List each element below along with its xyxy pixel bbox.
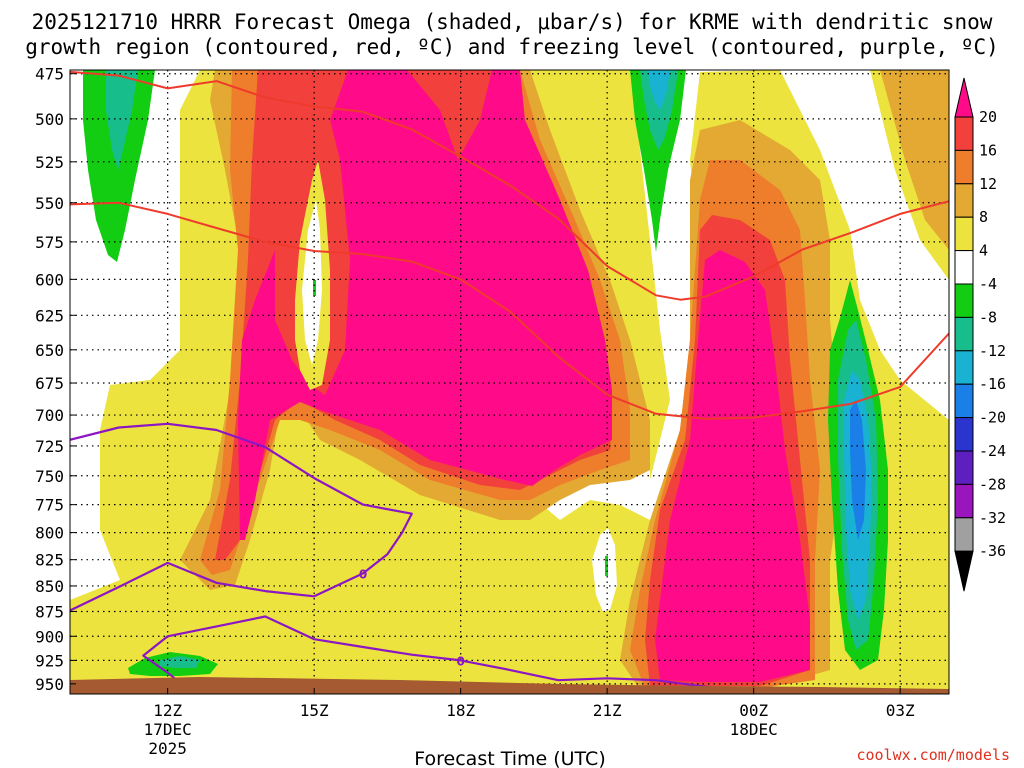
colorbar-bin: [954, 216, 974, 252]
terrain-ground: [70, 677, 949, 694]
colorbar-bin: [954, 450, 974, 485]
y-tick-label: 625: [35, 306, 64, 325]
colorbar-bin: [954, 517, 974, 552]
colorbar-bin-bottom-arrow: [954, 550, 974, 592]
purple-contours: 00: [70, 422, 754, 694]
y-tick-label: 775: [35, 496, 64, 515]
y-tick-label: 850: [35, 577, 64, 596]
colorbar-bin: [954, 149, 974, 185]
colorbar-bin: [954, 283, 974, 318]
colorbar-tick-label: -24: [979, 442, 1006, 460]
y-tick-label: 875: [35, 602, 64, 621]
colorbar-tick-label: -32: [979, 509, 1006, 527]
freezing-lower-contour: [142, 615, 754, 694]
y-tick-label: 950: [35, 675, 64, 694]
y-tick-label: 675: [35, 374, 64, 393]
colorbar-bin: [954, 116, 974, 151]
omega-band-neg8-to-neg12-left-top: [106, 70, 138, 170]
x-tick-label: 18Z: [446, 701, 475, 720]
colorbar-tick-label: -28: [979, 475, 1006, 493]
omega-band-weak-island-15z: [302, 200, 322, 365]
colorbar-tick-label: 12: [979, 175, 997, 193]
x-tick-year: 2025: [148, 739, 187, 758]
x-axis-label: Forecast Time (UTC): [414, 748, 605, 768]
y-tick-label: 500: [35, 110, 64, 129]
omega-band-4-to-8-bottom-left-blob: [112, 580, 135, 620]
omega-band-gt-20-right: [655, 250, 810, 682]
dgz-upper-contour: [70, 70, 949, 301]
colorbar-bin: [954, 183, 974, 218]
y-tick-label: 650: [35, 341, 64, 360]
y-tick-label: 900: [35, 627, 64, 646]
colorbar-bin: [954, 383, 974, 419]
colorbar: 20 16 12 8 4 -4 -8 -12 -16 -20 -24 -28 -32 -36: [954, 77, 1006, 592]
y-gridlines: [70, 73, 949, 685]
colorbar-tick-label: -12: [979, 342, 1006, 360]
dgz-lower-contour: [70, 201, 949, 420]
colorbar-bin: [954, 250, 974, 285]
omega-band-gt-20-left: [238, 70, 612, 540]
colorbar-bin: [954, 350, 974, 385]
freezing-level-label: 0: [359, 567, 367, 581]
colorbar-tick-label: 8: [979, 208, 988, 226]
y-tick-label: 750: [35, 467, 64, 486]
colorbar-bin: [954, 483, 974, 519]
y-tick-label: 600: [35, 270, 64, 289]
x-tick-label: 00Z: [739, 701, 768, 720]
x-tick-date: 17DEC: [144, 720, 192, 739]
colorbar-tick-label: -16: [979, 375, 1006, 393]
colorbar-tick-label: -4: [979, 275, 997, 293]
x-tick-label: 15Z: [300, 701, 329, 720]
colorbar-bin: [954, 316, 974, 352]
colorbar-tick-label: 4: [979, 242, 988, 260]
colorbar-tick-label: -20: [979, 409, 1006, 427]
colorbar-tick-label: 16: [979, 141, 997, 159]
y-tick-label: 725: [35, 437, 64, 456]
colorbar-bin: [954, 417, 974, 452]
omega-band-neg12-to-neg16-22z: [648, 70, 670, 110]
y-tick-label: 800: [35, 524, 64, 543]
y-tick-label: 475: [35, 65, 64, 84]
omega-shading: [70, 70, 949, 694]
y-tick-label: 550: [35, 194, 64, 213]
colorbar-tick-label: -36: [979, 542, 1006, 560]
colorbar-tick-label: 20: [979, 108, 997, 126]
omega-small-green-cell-15z: [313, 280, 316, 296]
y-axis: 475 500 525 550 575 600 625 650 675 700 725 750 775 8…: [35, 65, 76, 694]
colorbar-bin-top-arrow: [954, 77, 974, 118]
omega-band-neg8-to-neg12-22z: [640, 70, 678, 150]
y-tick-label: 525: [35, 153, 64, 172]
y-tick-label: 700: [35, 406, 64, 425]
freezing-level-label: 0: [456, 654, 464, 668]
omega-band-weak-island-21z: [592, 528, 617, 612]
x-tick-label: 21Z: [593, 701, 622, 720]
x-tick-date: 18DEC: [730, 720, 778, 739]
omega-band-neg8-to-neg12-bottom-left: [160, 656, 200, 668]
y-tick-label: 825: [35, 551, 64, 570]
red-contours: [70, 70, 949, 420]
credit-text: coolwx.com/models: [856, 746, 1010, 764]
y-tick-label: 925: [35, 651, 64, 670]
x-tick-label: 12Z: [153, 701, 182, 720]
chart-title-line-1: 2025121710 HRRR Forecast Omega (shaded, …: [32, 10, 993, 34]
freezing-upper-contour: [70, 422, 413, 612]
plot-frame: [69, 69, 950, 695]
x-tick-label: 03Z: [886, 701, 915, 720]
omega-band-neg4-to-neg8-22z: [630, 70, 686, 252]
chart-title-line-2: growth region (contoured, red, ºC) and f…: [25, 35, 999, 59]
colorbar-tick-label: -8: [979, 308, 997, 326]
y-tick-label: 575: [35, 233, 64, 252]
